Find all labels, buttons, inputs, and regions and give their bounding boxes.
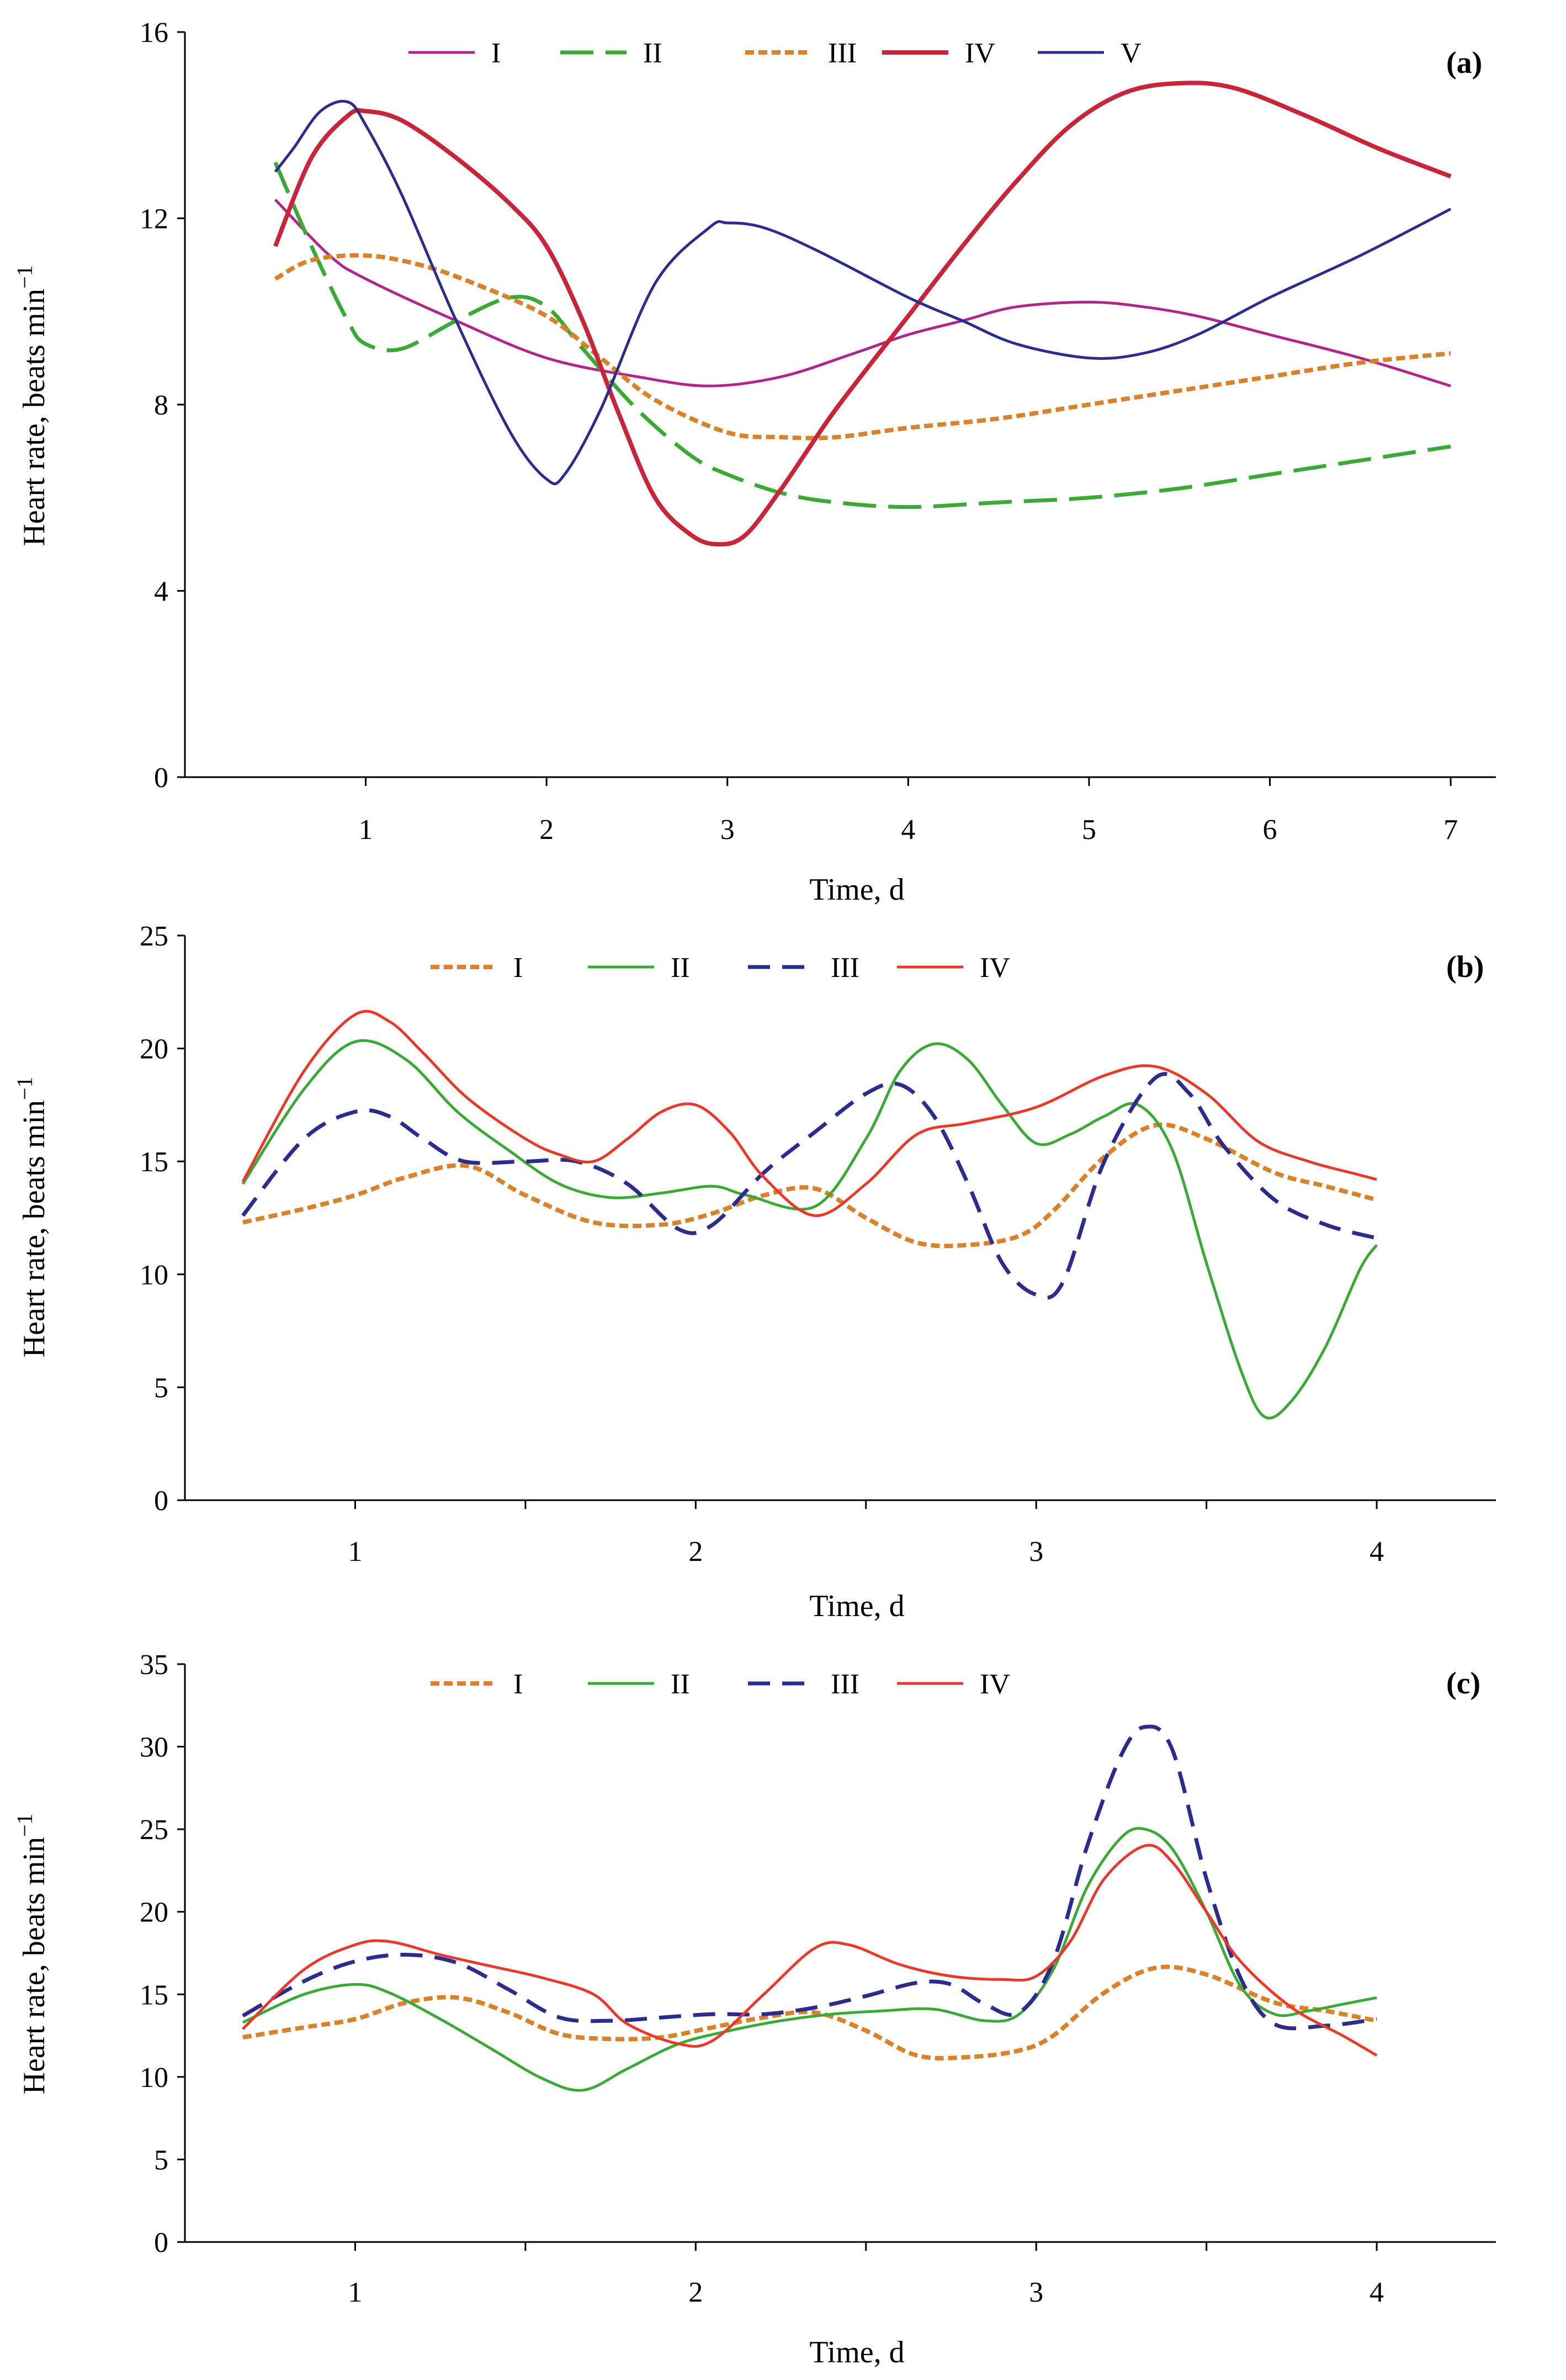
legend-label-i: I	[491, 38, 501, 69]
y-axis-title: Heart rate, beats min−1	[12, 265, 51, 546]
x-tick-label: 4	[901, 814, 915, 846]
series-line-iii	[274, 253, 1451, 440]
y-tick-label: 15	[140, 1146, 168, 1178]
y-tick-label: 25	[140, 1814, 168, 1846]
y-axis-title-superscript: −1	[12, 1076, 37, 1100]
legend-label-ii: II	[643, 38, 662, 69]
y-tick-label: 0	[154, 762, 168, 794]
y-axis-title: Heart rate, beats min−1	[12, 1813, 51, 2094]
x-tick-label: 1	[359, 814, 373, 846]
legend-label-i: I	[513, 952, 523, 984]
x-tick-label: 2	[539, 814, 554, 846]
legend-label-iii: III	[828, 38, 857, 69]
panel-label: (c)	[1446, 1666, 1480, 1701]
y-tick-label: 4	[154, 576, 168, 608]
series-line-i	[274, 199, 1451, 387]
panel-b: 0 5 10 15 20 25 1 2 3 4 Time, d Heart rate, beats m…	[12, 921, 1496, 1623]
y-tick-label: 20	[140, 1897, 168, 1929]
x-tick-label: 7	[1443, 814, 1458, 846]
series-line-iv	[242, 1844, 1378, 2057]
x-tick-label: 3	[1029, 1536, 1043, 1568]
x-tick-label: 2	[688, 2277, 703, 2308]
x-tick-label: 4	[1369, 1536, 1384, 1568]
panel-label: (b)	[1446, 950, 1484, 984]
panel-c: 0 5 10 15 20 25 30 35 1 2 3 4 Time, d Heart rate, bea…	[12, 1649, 1496, 2370]
x-axis-title: Time, d	[809, 873, 904, 907]
y-tick-label: 8	[154, 390, 168, 421]
x-tick-label: 3	[1029, 2277, 1043, 2308]
y-tick-label: 16	[140, 17, 168, 49]
y-axis-title-superscript: −1	[12, 1813, 37, 1837]
x-tick-label: 2	[688, 1536, 703, 1568]
y-axis-title-text: Heart rate, beats min	[17, 289, 51, 546]
legend-label-iii: III	[831, 1669, 859, 1700]
y-axis-title-text: Heart rate, beats min	[17, 1100, 51, 1357]
series-line-i	[242, 1964, 1377, 2061]
series-line-ii	[241, 1039, 1378, 1420]
y-tick-label: 0	[154, 2227, 168, 2259]
x-tick-label: 1	[348, 2277, 362, 2308]
series-line-ii	[242, 1827, 1377, 2092]
y-tick-label: 15	[140, 1979, 168, 2011]
series-line-iii	[241, 1072, 1377, 1300]
series-line-iii	[242, 1724, 1377, 2031]
x-tick-label: 1	[348, 1536, 362, 1568]
series-line-v	[274, 99, 1452, 485]
x-tick-label: 6	[1263, 814, 1277, 846]
y-axis-title-superscript: −1	[12, 265, 37, 289]
y-axis-title: Heart rate, beats min−1	[12, 1076, 51, 1357]
legend-label-iv: IV	[980, 952, 1010, 984]
series-line-iv	[273, 81, 1452, 547]
x-axis-title: Time, d	[809, 1589, 904, 1623]
series-line-i	[242, 1122, 1378, 1249]
y-tick-label: 30	[140, 1732, 168, 1763]
legend-label-i: I	[513, 1669, 523, 1700]
legend-label-ii: II	[671, 952, 690, 984]
y-tick-label: 10	[140, 1260, 168, 1291]
legend-label-iv: IV	[965, 38, 995, 69]
y-tick-label: 12	[140, 204, 168, 235]
series-line-ii	[273, 161, 1451, 509]
legend-label-v: V	[1121, 38, 1142, 69]
legend-label-iv: IV	[980, 1669, 1010, 1700]
legend-label-ii: II	[671, 1669, 690, 1700]
x-tick-label: 3	[720, 814, 735, 846]
panel-label: (a)	[1446, 46, 1482, 80]
x-axis-title: Time, d	[809, 2335, 904, 2370]
y-tick-label: 10	[140, 2062, 168, 2094]
y-tick-label: 20	[140, 1034, 168, 1065]
y-tick-label: 35	[140, 1649, 168, 1681]
y-tick-label: 5	[154, 2144, 168, 2176]
y-axis-title-text: Heart rate, beats min	[17, 1837, 51, 2094]
y-tick-label: 0	[154, 1485, 168, 1517]
x-tick-label: 4	[1369, 2277, 1384, 2308]
series-line-iv	[241, 1010, 1377, 1217]
y-tick-label: 5	[154, 1372, 168, 1404]
y-tick-label: 25	[140, 921, 168, 952]
x-tick-label: 5	[1082, 814, 1096, 846]
legend-label-iii: III	[831, 952, 859, 984]
